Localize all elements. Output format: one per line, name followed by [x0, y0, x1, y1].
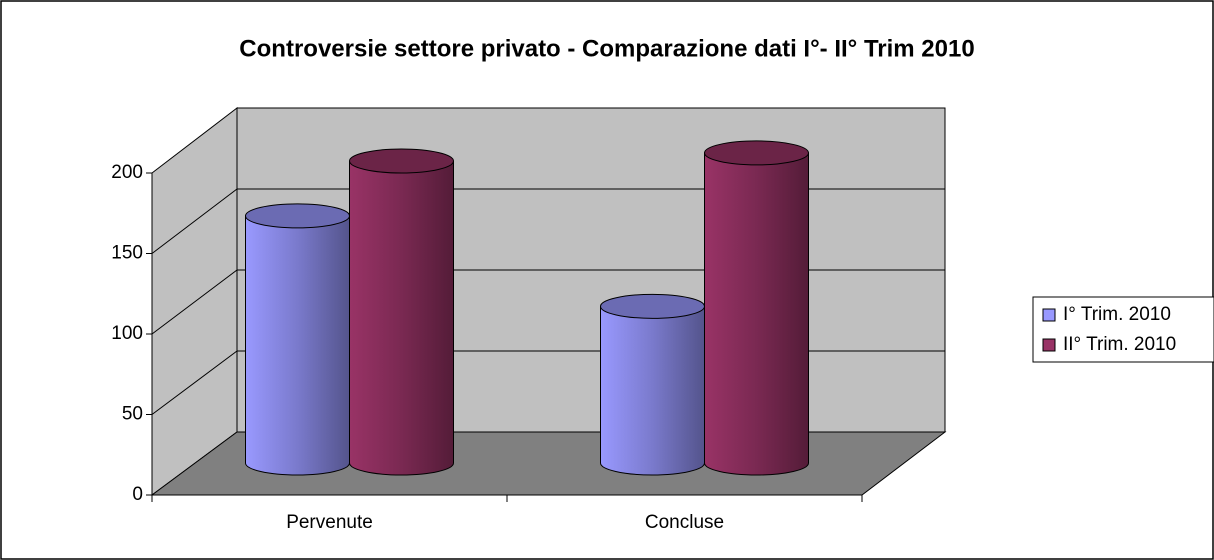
- bar-top: [349, 148, 454, 174]
- bar: [600, 305, 705, 476]
- bar-top: [704, 140, 809, 166]
- grid-line: [151, 188, 238, 254]
- bar-top: [245, 203, 350, 229]
- y-tick-label: 0: [132, 484, 143, 505]
- bar: [245, 215, 350, 476]
- x-tick-label: Concluse: [645, 512, 724, 533]
- y-tick-label: 200: [111, 162, 143, 183]
- y-tick-label: 50: [122, 404, 143, 425]
- legend-label: I° Trim. 2010: [1063, 304, 1171, 325]
- y-tick-label: 150: [111, 243, 143, 264]
- grid-line: [151, 269, 238, 335]
- grid-line: [151, 350, 238, 415]
- chart-title: Controversie settore privato - Comparazi…: [239, 35, 974, 62]
- legend-label: II° Trim. 2010: [1063, 334, 1176, 355]
- x-tick-label: Pervenute: [286, 512, 373, 533]
- legend-box: [1032, 296, 1214, 363]
- bar: [349, 160, 454, 476]
- bar: [704, 152, 809, 476]
- y-tick-label: 100: [111, 323, 143, 344]
- legend-swatch: [1042, 308, 1056, 322]
- legend-swatch: [1042, 338, 1056, 352]
- bar-top: [600, 293, 705, 319]
